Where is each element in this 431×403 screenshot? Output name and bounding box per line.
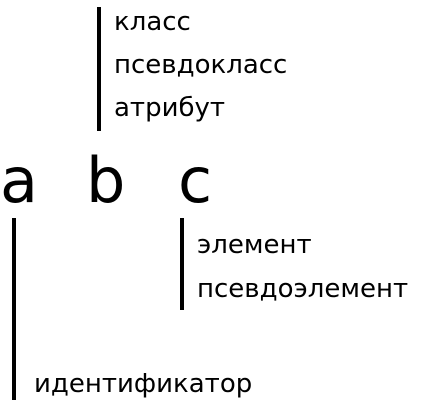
a-group-bracket <box>12 218 16 400</box>
letter-c: c <box>178 144 213 217</box>
b-group-item-pseudoclass: псевдокласс <box>114 50 288 80</box>
c-group-item-element: элемент <box>197 230 312 260</box>
b-group-item-attribute: атрибут <box>114 93 226 123</box>
letter-b: b <box>86 144 126 217</box>
b-group-item-class: класс <box>114 7 191 37</box>
b-group-bracket <box>97 7 101 131</box>
letter-a: a <box>0 144 38 217</box>
c-group-bracket <box>180 218 184 310</box>
a-group-item-id: идентификатор <box>34 369 253 399</box>
c-group-item-pseudoelement: псевдоэлемент <box>197 274 409 304</box>
